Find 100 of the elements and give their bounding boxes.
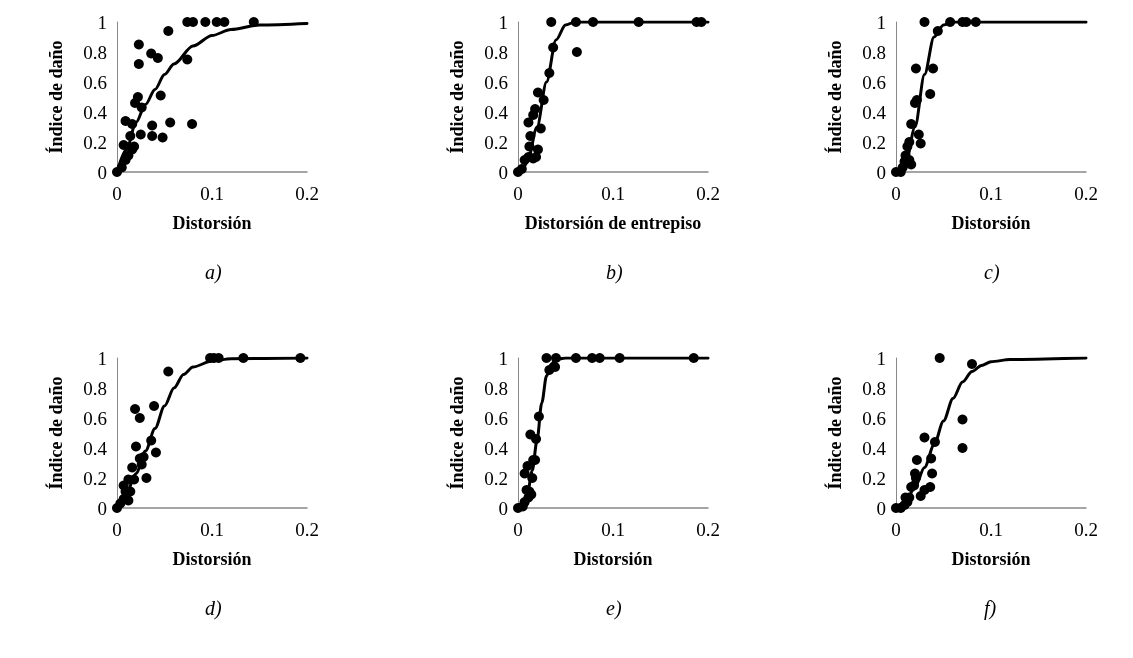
x-tick-label: 0.1 [979, 519, 1003, 540]
point [155, 90, 166, 101]
point [945, 17, 956, 27]
point [925, 89, 936, 99]
x-tick-label: 0 [513, 519, 523, 540]
point [550, 362, 561, 372]
y-tick-label: 0 [97, 161, 107, 183]
point [919, 432, 930, 443]
x-axis-title: Distorsión [951, 213, 1031, 233]
y-axis-title: Índice de daño [45, 376, 66, 490]
y-tick-label: 0 [876, 161, 886, 183]
x-tick-label: 0.1 [200, 183, 224, 204]
point [533, 411, 544, 422]
point [524, 141, 535, 152]
point [532, 87, 543, 98]
x-axis-title: Distorsión [172, 549, 252, 569]
point [146, 435, 157, 446]
point [970, 17, 981, 27]
point [163, 366, 174, 377]
point [913, 129, 924, 140]
point [570, 353, 581, 363]
y-tick-label: 0.8 [484, 377, 508, 399]
point [135, 129, 146, 140]
point [133, 59, 144, 69]
y-tick-label: 0.6 [83, 407, 107, 429]
point [538, 95, 549, 105]
point [141, 473, 152, 483]
point [152, 53, 163, 63]
text: e) [606, 597, 622, 620]
y-tick-label: 0.8 [862, 41, 886, 63]
point [150, 447, 161, 458]
x-tick-label: 0.2 [1074, 183, 1098, 204]
point [551, 353, 561, 363]
x-axis-title: Distorsión [172, 213, 252, 233]
point [588, 17, 599, 27]
point [932, 26, 943, 36]
point [147, 120, 158, 131]
text: d) [205, 597, 222, 620]
point [531, 434, 542, 444]
y-tick-label: 0.2 [83, 467, 107, 489]
point [118, 140, 129, 150]
y-tick-label: 0.4 [484, 437, 509, 459]
y-tick-label: 0.4 [862, 101, 887, 123]
y-tick-label: 0 [498, 497, 508, 519]
point [926, 453, 937, 464]
x-tick-label: 0.1 [601, 519, 625, 540]
point [532, 144, 543, 155]
point [904, 137, 915, 147]
y-tick-label: 1 [876, 347, 886, 369]
x-tick-label: 0.2 [295, 183, 319, 204]
x-tick-label: 0 [112, 519, 122, 540]
y-tick-label: 0.2 [83, 131, 107, 153]
point [527, 473, 538, 483]
point [688, 353, 699, 363]
x-tick-label: 0.2 [696, 183, 720, 204]
point [138, 452, 149, 462]
y-tick-label: 0.4 [83, 437, 108, 459]
point [200, 17, 211, 27]
point [548, 42, 559, 53]
x-tick-label: 0.1 [200, 519, 224, 540]
point [571, 47, 582, 57]
point [147, 131, 158, 141]
point [528, 110, 539, 120]
x-tick-label: 0 [513, 183, 523, 204]
point [546, 17, 557, 27]
point [525, 131, 536, 141]
point [157, 132, 168, 143]
x-axis-title: Distorsión [573, 549, 653, 569]
point [149, 401, 160, 411]
y-tick-label: 0.2 [862, 467, 886, 489]
y-axis-title: Índice de daño [824, 376, 845, 490]
y-tick-label: 0.2 [862, 131, 886, 153]
point [614, 353, 625, 363]
y-tick-label: 0.6 [862, 407, 886, 429]
y-axis-title: Índice de daño [446, 376, 467, 490]
point [182, 54, 193, 65]
y-tick-label: 0.8 [83, 377, 107, 399]
x-tick-label: 0.1 [979, 183, 1003, 204]
y-tick-label: 0.6 [83, 71, 107, 93]
y-tick-label: 0.8 [862, 377, 886, 399]
y-tick-label: 0 [97, 497, 107, 519]
y-tick-label: 0.6 [484, 407, 508, 429]
point [633, 17, 644, 27]
point [134, 413, 145, 423]
point [570, 17, 581, 27]
point [127, 119, 138, 129]
point [165, 117, 176, 128]
y-tick-label: 0.4 [484, 101, 509, 123]
point [915, 138, 926, 149]
point [133, 39, 144, 50]
y-tick-label: 1 [97, 347, 107, 369]
y-tick-label: 1 [876, 11, 886, 33]
y-tick-label: 1 [498, 347, 508, 369]
point [906, 159, 917, 170]
point [929, 437, 940, 447]
point [906, 119, 917, 129]
y-tick-label: 0.2 [484, 467, 508, 489]
point [919, 17, 930, 27]
point [163, 26, 174, 36]
point [957, 443, 968, 453]
